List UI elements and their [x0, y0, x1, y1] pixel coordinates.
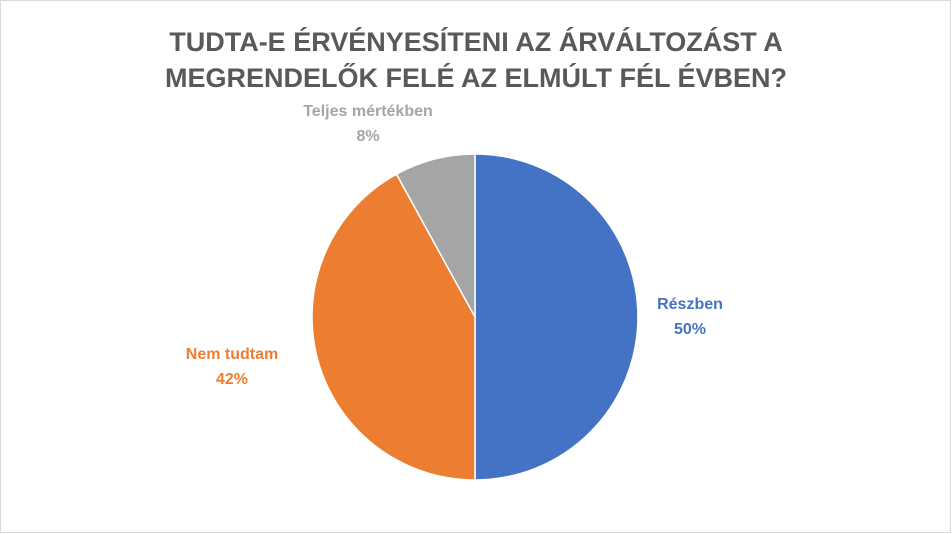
slice-category-label: Teljes mértékben [303, 103, 433, 120]
chart-title: MEGRENDELŐK FELÉ AZ ELMÚLT FÉL ÉVBEN? [165, 62, 787, 93]
slice-category-label: Nem tudtam [186, 346, 278, 363]
slice-value-label: 50% [674, 321, 706, 338]
chart-title: TUDTA-E ÉRVÉNYESÍTENI AZ ÁRVÁLTOZÁST A [169, 26, 783, 57]
pie-slice [474, 153, 639, 481]
slice-value-label: 8% [356, 128, 379, 145]
slice-value-label: 42% [216, 371, 248, 388]
slice-category-label: Részben [657, 296, 723, 313]
pie-slice [395, 153, 476, 318]
pie-slice [311, 173, 476, 481]
